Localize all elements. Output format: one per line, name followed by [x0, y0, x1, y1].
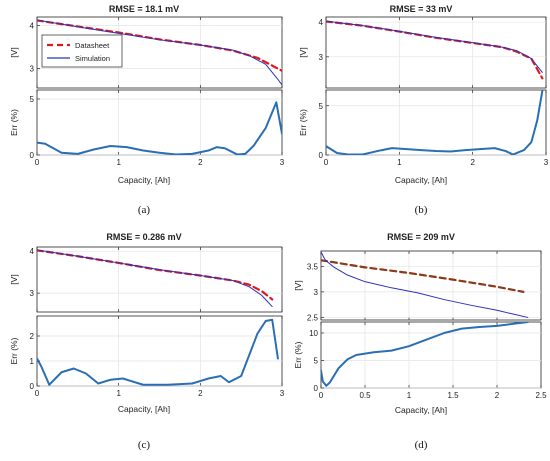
panel-a-error-ylabel: Err (%)	[9, 109, 19, 136]
panel-a-xlabel: Capacity, [Ah]	[118, 175, 170, 185]
panel-b-error-xtick-label: 3	[544, 158, 549, 167]
panel-c-voltage-axes-frame	[36, 246, 283, 313]
panel-a-voltage-ytick-label: 3	[30, 65, 35, 74]
panel-c-voltage-ylabel: [V]	[9, 274, 19, 284]
panel-c-error-xtick-label: 0	[35, 389, 40, 398]
panel-c-title: RMSE = 0.286 mV	[106, 232, 181, 242]
panel-b-error-series-error-line	[326, 90, 544, 155]
panel-c-error-ytick-label: 0	[30, 382, 35, 391]
panel-d-title: RMSE = 209 mV	[387, 232, 455, 242]
panel-c-error-ytick-label: 2	[30, 332, 35, 341]
panel-c-error-xtick-label: 1	[116, 389, 121, 398]
panel-a-error-ytick-label: 0	[30, 151, 35, 160]
panel-a-voltage-ytick-label: 4	[30, 22, 35, 31]
panel-b-title: RMSE = 33 mV	[390, 4, 453, 14]
panel-c-voltage-ytick-label: 4	[30, 247, 35, 256]
panel-b-error-xtick-label: 2	[470, 158, 475, 167]
panel-d-error-xtick-label: 1.5	[447, 391, 459, 400]
panel-a-label: (a)	[138, 204, 151, 216]
panel-c-xlabel: Capacity, [Ah]	[118, 404, 170, 414]
panel-c-voltage-ytick-label: 3	[30, 289, 35, 298]
panel-c-label: (c)	[138, 439, 151, 451]
panel-d-error-xtick-label: 2	[495, 391, 500, 400]
panel-a-error-ytick-label: 5	[30, 95, 35, 104]
panel-a-legend-label-datasheet: Datasheet	[75, 41, 110, 50]
panel-b-voltage-ytick-label: 3	[319, 53, 324, 62]
panel-d-voltage-ytick-label: 3	[314, 288, 319, 297]
panel-d-error-ytick-label: 5	[314, 357, 319, 366]
panel-d-xlabel: Capacity, [Ah]	[395, 405, 447, 415]
panel-d-voltage-ytick-label: 3.5	[307, 262, 319, 271]
panel-d-error-xtick-label: 0.5	[359, 391, 371, 400]
panel-d-voltage-series-simulation-line	[321, 251, 529, 318]
panel-c-voltage-series-simulation-line	[37, 249, 273, 308]
panel-d-error-series-error-line	[321, 322, 529, 387]
panel-a-error-axes-frame	[36, 89, 283, 156]
panel-b-xlabel: Capacity, [Ah]	[395, 175, 447, 185]
panel-b-voltage-series-simulation-line	[326, 20, 543, 73]
panel-d-label: (d)	[415, 439, 428, 451]
panel-a-error-xtick-label: 0	[35, 158, 40, 167]
panel-d-voltage-axes-frame	[320, 250, 542, 321]
panel-b-label: (b)	[415, 204, 428, 216]
panel-a-voltage-ylabel: [V]	[9, 47, 19, 57]
panel-d-voltage-series-datasheet-line	[321, 259, 525, 293]
panel-b-error-xtick-label: 0	[324, 158, 329, 167]
panel-d-error-xtick-label: 0	[319, 391, 324, 400]
panel-c-error-xtick-label: 3	[280, 389, 285, 398]
panel-b-voltage-ytick-label: 4	[319, 18, 324, 27]
panel-b-error-ytick-label: 5	[319, 102, 324, 111]
panel-a-error-series-error-line	[37, 101, 282, 155]
panel-a-legend-box	[41, 34, 123, 68]
panel-d-voltage-ylabel: [V]	[293, 280, 303, 290]
panel-b-error-ylabel: Err (%)	[298, 109, 308, 136]
panel-d-voltage-ytick-label: 2.5	[307, 313, 319, 322]
panel-a-title: RMSE = 18.1 mV	[109, 4, 179, 14]
panel-d-error-ytick-label: 10	[309, 329, 318, 338]
panel-a-error-xtick-label: 3	[280, 158, 285, 167]
panel-d-error-xtick-label: 2.5	[535, 391, 547, 400]
panel-d-error-xtick-label: 1	[407, 391, 412, 400]
panel-b-error-ytick-label: 0	[319, 151, 324, 160]
panel-a-legend-label-simulation: Simulation	[75, 54, 110, 63]
panel-c-error-axes-frame	[36, 315, 283, 387]
panel-a-error-xtick-label: 2	[198, 158, 203, 167]
panel-a-error-xtick-label: 1	[116, 158, 121, 167]
panel-b-error-xtick-label: 1	[397, 158, 402, 167]
panel-b-voltage-axes-frame	[325, 16, 547, 89]
panel-c-error-ytick-label: 1	[30, 357, 35, 366]
panel-c-error-xtick-label: 2	[198, 389, 203, 398]
panel-d-error-ytick-label: 0	[314, 384, 319, 393]
panel-c-error-series-error-line	[37, 318, 279, 386]
panel-a-voltage-series-simulation-line	[37, 19, 282, 86]
panel-c-error-ylabel: Err (%)	[9, 337, 19, 364]
panel-b-error-axes-frame	[325, 89, 547, 156]
panel-d-error-ylabel: Err (%)	[293, 341, 303, 368]
panel-b-voltage-ylabel: [V]	[298, 47, 308, 57]
